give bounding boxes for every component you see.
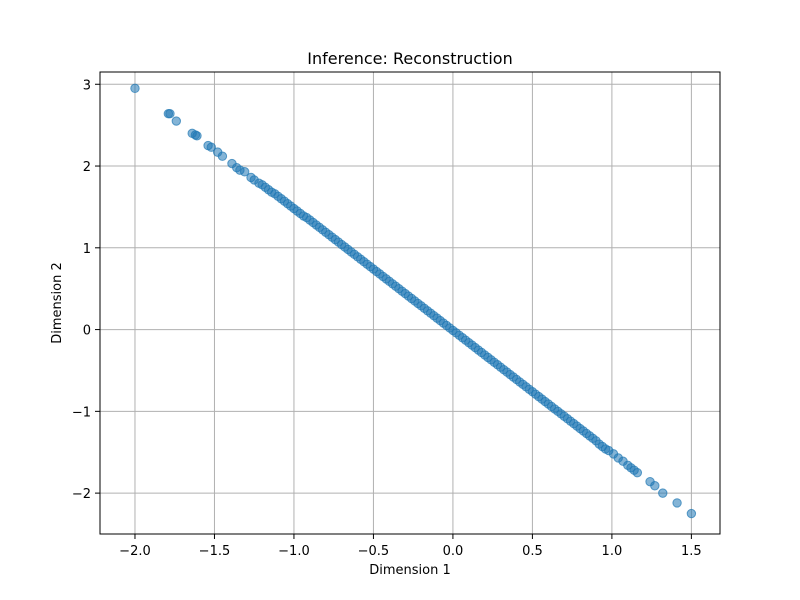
y-tick-label: 2 <box>83 160 91 175</box>
x-tick-label: −1.0 <box>278 544 310 559</box>
plot-frame <box>99 71 721 535</box>
data-point <box>658 488 668 498</box>
data-point <box>686 508 697 519</box>
data-point <box>171 116 182 126</box>
data-point <box>672 498 682 508</box>
data-point <box>165 109 175 119</box>
x-axis-ticks: −2.0 −1.5 −1.0 −0.5 0.0 0.5 1.0 1.5 <box>119 534 702 559</box>
x-tick-label: −2.0 <box>119 544 151 559</box>
data-point <box>650 481 660 491</box>
chart-title: Inference: Reconstruction <box>307 49 512 68</box>
x-tick-label: 0.5 <box>522 544 543 559</box>
y-tick-label: −2 <box>72 487 91 502</box>
x-tick-label: 0.0 <box>443 544 464 559</box>
data-points <box>130 83 697 519</box>
data-point <box>206 142 216 152</box>
x-tick-label: 1.5 <box>681 544 702 559</box>
y-tick-label: 1 <box>83 242 91 257</box>
x-axis-label: Dimension 1 <box>369 563 451 578</box>
y-tick-label: 0 <box>83 324 91 339</box>
y-tick-label: −1 <box>72 405 91 420</box>
data-point <box>130 83 140 94</box>
data-point <box>192 131 202 141</box>
data-point <box>632 467 643 478</box>
y-axis-ticks: −2 −1 0 1 2 3 <box>72 78 100 502</box>
x-tick-label: 1.0 <box>602 544 623 559</box>
y-tick-label: 3 <box>83 78 91 93</box>
data-point <box>239 167 250 177</box>
grid-lines <box>100 72 720 534</box>
x-tick-label: −1.5 <box>199 544 231 559</box>
y-axis-label: Dimension 2 <box>50 262 65 344</box>
data-point <box>217 151 228 161</box>
x-tick-label: −0.5 <box>358 544 390 559</box>
